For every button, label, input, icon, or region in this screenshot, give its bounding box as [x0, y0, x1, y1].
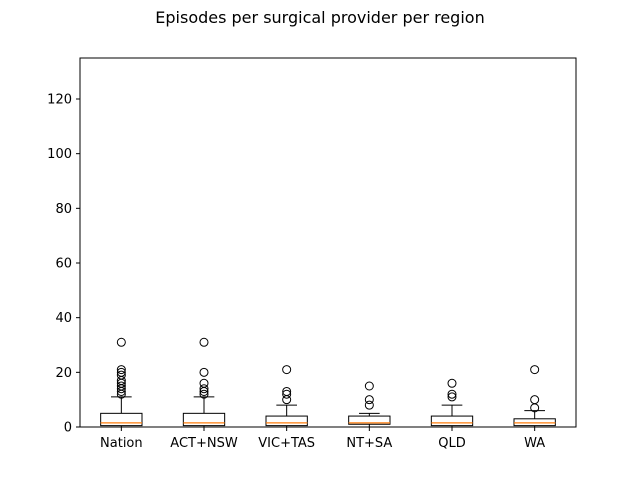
box-iqr: [513, 418, 556, 427]
box-group: [430, 378, 474, 428]
outlier-point: [282, 389, 292, 399]
outlier-point: [530, 395, 540, 405]
outlier-point: [364, 395, 374, 405]
outlier-point: [199, 378, 209, 388]
x-tick-label: QLD: [438, 436, 466, 451]
box-iqr: [265, 415, 308, 427]
y-tick-label: 100: [47, 147, 72, 162]
outlier-point: [116, 367, 126, 377]
x-tick-label: Nation: [100, 436, 143, 451]
chart-title: Episodes per surgical provider per regio…: [155, 8, 485, 27]
box-group: [100, 337, 143, 428]
box-iqr: [348, 415, 391, 425]
x-tick-label: WA: [524, 436, 545, 451]
x-tick-label: VIC+TAS: [258, 436, 315, 451]
outlier-point: [364, 381, 374, 391]
outlier-point: [447, 389, 457, 399]
outlier-point: [116, 365, 126, 375]
y-tick-label: 60: [55, 257, 72, 272]
box-iqr: [430, 415, 474, 427]
x-tick-label: NT+SA: [346, 436, 392, 451]
y-tick-label: 120: [47, 93, 72, 108]
outlier-point: [199, 367, 209, 377]
axes-frame: [79, 57, 577, 428]
y-tick-label: 80: [55, 202, 72, 217]
y-tick-label: 40: [55, 311, 72, 326]
outlier-point: [447, 392, 457, 402]
outlier-point: [116, 337, 126, 347]
box-group: [348, 381, 391, 428]
outlier-point: [199, 337, 209, 347]
outlier-point: [116, 370, 126, 380]
box-iqr: [100, 412, 143, 427]
outlier-point: [282, 365, 292, 375]
box-group: [513, 365, 556, 428]
box-iqr: [182, 412, 226, 427]
box-group: [265, 365, 308, 428]
outlier-point: [199, 384, 209, 394]
outlier-point: [282, 386, 292, 396]
outlier-point: [116, 381, 126, 391]
box-group: [182, 337, 226, 428]
outlier-point: [199, 389, 209, 399]
y-tick-label: 0: [64, 421, 72, 436]
plot-area: [100, 337, 556, 428]
y-tick-label: 20: [55, 366, 72, 381]
outlier-point: [364, 400, 374, 410]
axes: 0 20 40 60 80 100 120 Nation ACT+NSW VIC+TAS NT+SA…: [47, 93, 545, 452]
outlier-point: [530, 365, 540, 375]
x-tick-label: ACT+NSW: [170, 436, 238, 451]
outlier-point: [447, 378, 457, 388]
